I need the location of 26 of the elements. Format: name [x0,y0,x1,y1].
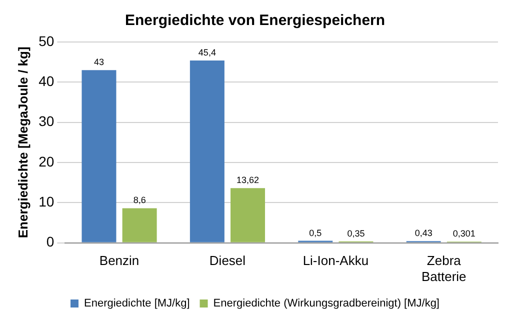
y-tick-label: 40 [38,73,54,90]
x-tick-label: Li-Ion-Akku [302,253,369,268]
data-label: 0,5 [309,228,322,238]
legend-label: Energiedichte (Wirkungsgradbereinigt) [MJ/kg] [213,298,440,310]
data-label: 0,301 [452,228,476,239]
data-label: 45,4 [198,47,216,58]
data-label: 43 [94,57,104,68]
data-label: 0,43 [414,228,432,238]
y-tick-label: 50 [38,32,54,49]
y-tick-label: 0 [46,234,54,250]
y-axis-title: Energiedichte [MegaJoule / kg] [15,46,30,238]
bar [82,70,116,242]
bar [122,208,157,242]
bar [230,188,266,242]
data-label: 0,35 [347,228,365,238]
data-label: 8,6 [133,195,146,206]
data-label: 13,62 [236,175,260,186]
y-tick-label: 10 [38,194,54,210]
bar [190,60,224,242]
chart-title: Energiedichte von Energiespeichern [124,12,386,30]
x-tick-label: Zebra Batterie [421,253,466,284]
x-tick-label: Benzin [99,253,140,268]
y-tick-label: 30 [38,113,54,130]
legend-label: Energiedichte [MJ/kg] [84,298,190,310]
y-tick-label: 20 [38,153,54,170]
x-tick-label: Diesel [209,253,246,268]
